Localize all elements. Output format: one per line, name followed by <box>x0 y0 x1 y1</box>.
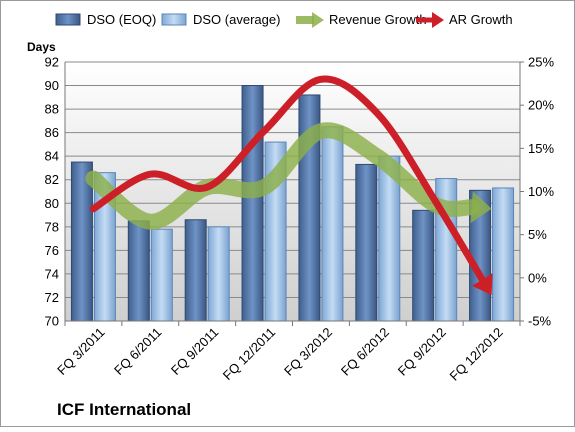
y-tick-label: 92 <box>45 55 59 70</box>
y2-tick-label: -5% <box>528 314 552 329</box>
y-tick-label: 82 <box>45 172 59 187</box>
y-tick-label: 86 <box>45 125 59 140</box>
legend-swatch <box>161 13 187 26</box>
legend-item: AR Growth <box>416 12 513 28</box>
y-tick-label: 88 <box>45 102 59 117</box>
y-tick-label: 70 <box>45 314 59 329</box>
legend-swatch <box>55 13 81 26</box>
y2-tick-label: 25% <box>528 55 554 70</box>
y2-tick-label: 15% <box>528 141 554 156</box>
ar-growth-arrowhead <box>472 273 493 296</box>
growth-lines <box>85 75 493 296</box>
bar-dso-eoq <box>70 161 93 322</box>
y2-tick-label: 20% <box>528 98 554 113</box>
y-tick-label: 74 <box>45 266 59 281</box>
y2-tick-label: 5% <box>528 227 547 242</box>
legend-label: DSO (EOQ) <box>87 12 156 27</box>
y2-tick-label: 10% <box>528 184 554 199</box>
y-tick-label: 76 <box>45 243 59 258</box>
legend-item: DSO (average) <box>161 12 280 27</box>
legend-label: Revenue Growth <box>329 12 427 27</box>
y-tick-label: 90 <box>45 78 59 93</box>
legend-item: DSO (EOQ) <box>55 12 156 27</box>
legend-arrow <box>312 12 324 28</box>
bar-dso-average <box>321 126 344 322</box>
bar-dso-eoq <box>127 220 150 322</box>
bar-dso-eoq <box>241 85 264 322</box>
bar-dso-average <box>207 226 230 322</box>
y-tick-label: 84 <box>45 149 59 164</box>
y-tick-label: 78 <box>45 219 59 234</box>
legend-item: Revenue Growth <box>296 12 427 28</box>
legend-label: AR Growth <box>449 12 513 27</box>
bar-dso-eoq <box>412 209 435 322</box>
bar-dso-eoq <box>355 163 378 322</box>
legend-arrow <box>432 12 444 28</box>
bar-dso-average <box>492 187 515 322</box>
ar-growth-line <box>89 75 486 284</box>
legend: DSO (EOQ) DSO (average) Revenue Growth AR G… <box>55 12 513 28</box>
y-axis-label: Days <box>27 40 56 54</box>
legend-label: DSO (average) <box>193 12 280 27</box>
bar-dso-eoq <box>184 219 207 322</box>
y-tick-label: 72 <box>45 290 59 305</box>
company-name: ICF International <box>57 400 191 419</box>
y2-tick-label: 0% <box>528 270 547 285</box>
bar-dso-average <box>150 228 173 322</box>
revenue-growth-line <box>85 122 480 230</box>
revenue-growth-arrowhead <box>470 191 492 224</box>
y-tick-label: 80 <box>45 196 59 211</box>
